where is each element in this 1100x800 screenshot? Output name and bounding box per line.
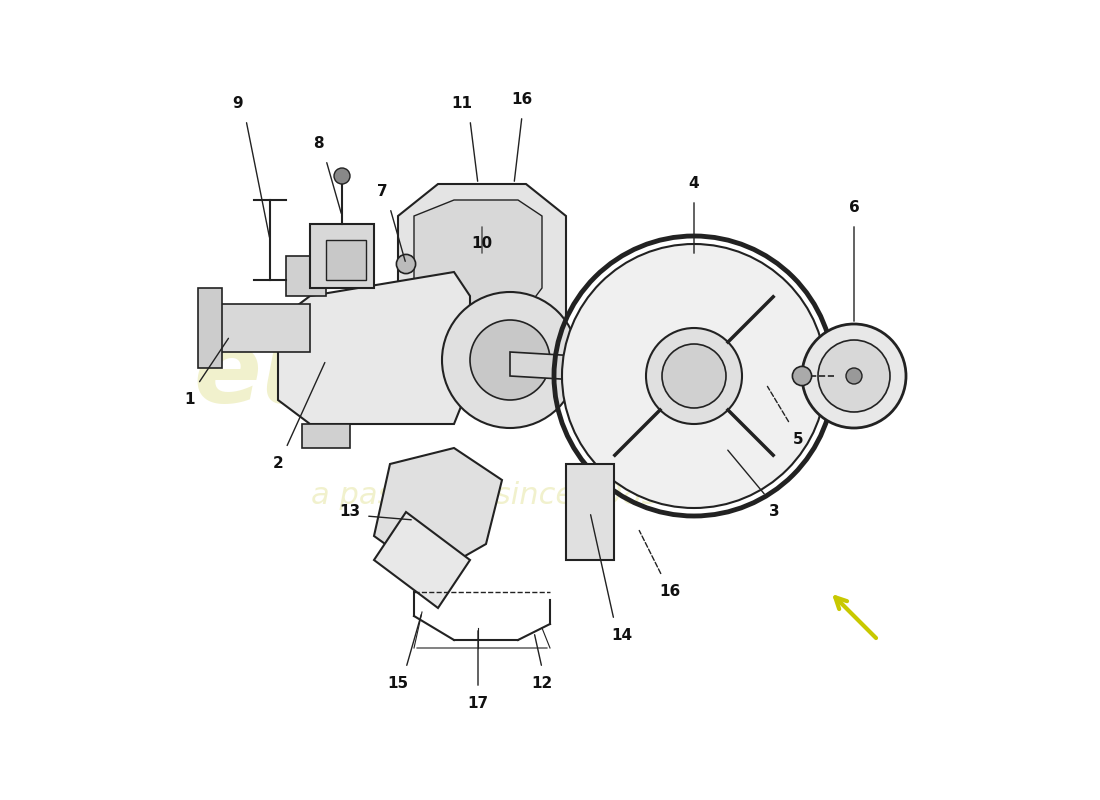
Text: 1: 1 [185,393,196,407]
Text: 6: 6 [848,201,859,215]
Circle shape [662,344,726,408]
Polygon shape [374,512,470,608]
Polygon shape [326,240,366,280]
Polygon shape [646,344,686,400]
Polygon shape [198,288,222,368]
Polygon shape [278,272,470,424]
Text: 17: 17 [468,697,488,711]
Text: eurospares: eurospares [194,327,826,425]
Circle shape [802,324,906,428]
Circle shape [442,292,578,428]
Text: 16: 16 [512,93,532,107]
Text: 2: 2 [273,457,284,471]
Text: 4: 4 [689,177,700,191]
Circle shape [818,340,890,412]
Circle shape [396,254,416,274]
Polygon shape [310,224,374,288]
Text: 10: 10 [472,237,493,251]
Text: 12: 12 [531,677,552,691]
Circle shape [792,366,812,386]
Text: 8: 8 [312,137,323,151]
Circle shape [846,368,862,384]
Polygon shape [286,256,326,296]
Polygon shape [566,464,614,560]
Text: 7: 7 [376,185,387,199]
Polygon shape [302,424,350,448]
Text: 9: 9 [233,97,243,111]
Polygon shape [510,352,646,384]
Text: 13: 13 [340,505,361,519]
Circle shape [470,320,550,400]
Circle shape [334,168,350,184]
Polygon shape [374,448,502,576]
Text: a passion... since 1983: a passion... since 1983 [311,482,661,510]
Circle shape [646,328,742,424]
Polygon shape [398,184,566,352]
Text: 5: 5 [793,433,803,447]
Text: 11: 11 [451,97,473,111]
Polygon shape [414,200,542,320]
Text: 15: 15 [387,677,408,691]
Polygon shape [214,304,310,352]
Text: 14: 14 [612,629,632,643]
Text: 3: 3 [769,505,779,519]
Circle shape [562,244,826,508]
Text: 16: 16 [659,585,681,599]
